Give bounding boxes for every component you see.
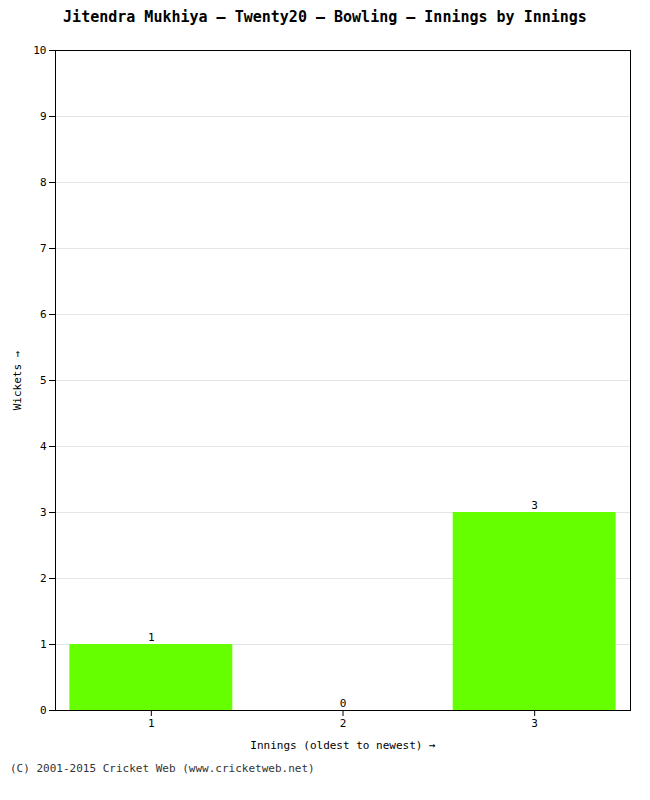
svg-text:Wickets →: Wickets →: [11, 350, 24, 410]
svg-text:2: 2: [340, 717, 347, 730]
svg-text:6: 6: [40, 308, 47, 321]
svg-text:3: 3: [531, 717, 538, 730]
svg-text:7: 7: [40, 242, 47, 255]
html-text:(C) 2001-2015 Cricket Web (www: (C) 2001-2015 Cricket Web (www.cricketwe…: [10, 762, 315, 775]
svg-text:8: 8: [40, 176, 47, 189]
svg-text:3: 3: [40, 506, 47, 519]
svg-text:2: 2: [40, 572, 47, 585]
svg-text:5: 5: [40, 374, 47, 387]
svg-text:0: 0: [40, 704, 47, 717]
svg-text:1: 1: [148, 631, 155, 644]
svg-text:1: 1: [40, 638, 47, 651]
svg-text:1: 1: [148, 717, 155, 730]
svg-text:3: 3: [531, 499, 538, 512]
svg-text:4: 4: [40, 440, 47, 453]
html-text:Jitendra Mukhiya – Twenty20 –: Jitendra Mukhiya – Twenty20 – Bowling – …: [63, 8, 587, 26]
svg-text:Innings (oldest to newest) →: Innings (oldest to newest) →: [250, 739, 436, 752]
svg-text:0: 0: [340, 697, 347, 710]
svg-text:9: 9: [40, 110, 47, 123]
svg-text:10: 10: [33, 44, 46, 57]
